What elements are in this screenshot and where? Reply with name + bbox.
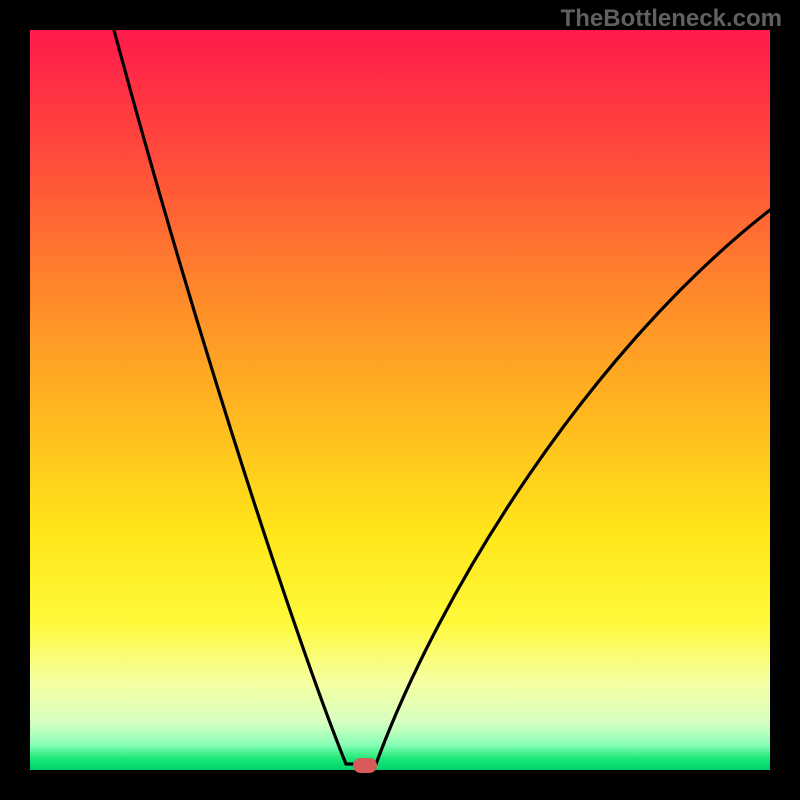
plot-area bbox=[30, 30, 770, 770]
chart-frame: TheBottleneck.com bbox=[0, 0, 800, 800]
bottleneck-curve bbox=[30, 30, 770, 770]
curve-path bbox=[114, 30, 770, 764]
watermark-text: TheBottleneck.com bbox=[561, 5, 782, 33]
optimum-marker bbox=[353, 758, 377, 773]
